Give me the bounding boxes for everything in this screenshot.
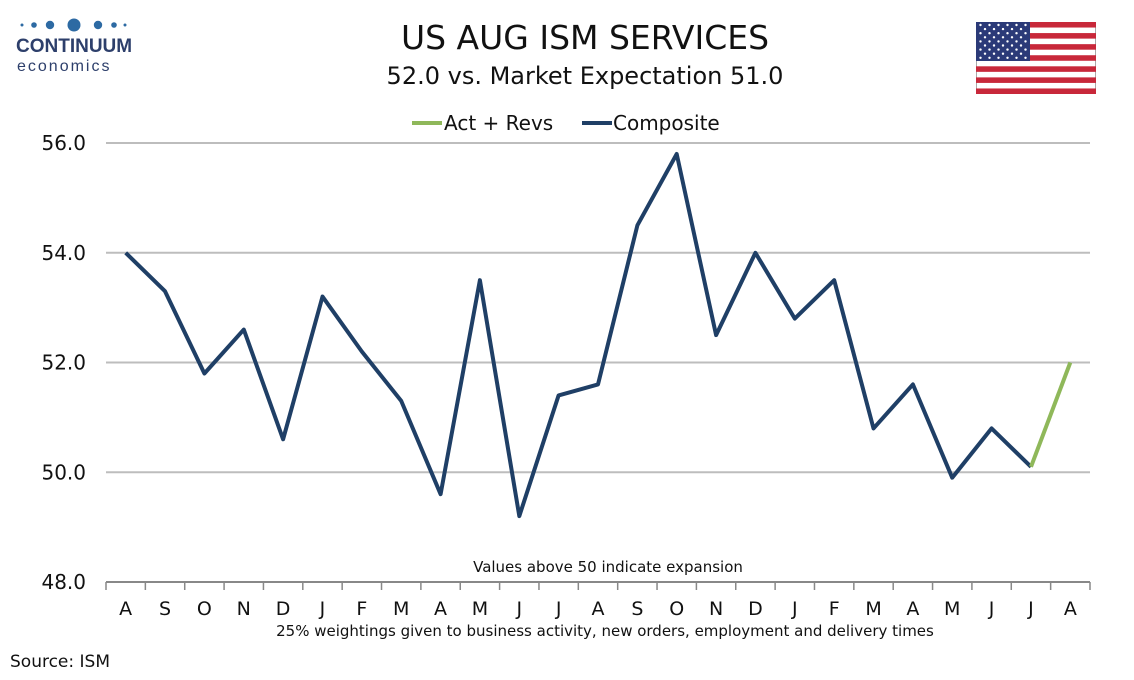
chart-title: US AUG ISM SERVICES xyxy=(400,18,770,57)
series-line-act-revs xyxy=(1029,361,1073,468)
legend-label-composite: Composite xyxy=(613,111,720,135)
us-flag-icon xyxy=(976,22,1096,94)
logo-dots-icon xyxy=(20,18,127,32)
x-tick-label: A xyxy=(906,598,919,620)
y-tick-label: 52.0 xyxy=(41,351,86,375)
x-tick-label: S xyxy=(631,598,643,620)
x-tick-label: M xyxy=(865,598,881,620)
annotation-expansion: Values above 50 indicate expansion xyxy=(473,558,743,576)
y-tick-label: 54.0 xyxy=(41,241,86,265)
logo-brand: CONTINUUM xyxy=(16,36,133,57)
x-tick-label: J xyxy=(988,598,995,620)
x-tick-label: F xyxy=(829,598,840,620)
legend-label-act-revs: Act + Revs xyxy=(444,111,553,135)
x-tick-label: J xyxy=(515,598,522,620)
x-tick-label: M xyxy=(393,598,409,620)
x-tick-label: J xyxy=(791,598,798,620)
x-tick-label: F xyxy=(356,598,367,620)
legend: Act + Revs Composite xyxy=(412,111,720,135)
x-tick-label: D xyxy=(748,598,763,620)
x-tick-label: O xyxy=(197,598,212,620)
logo-sub: economics xyxy=(17,58,112,75)
y-tick-labels: 48.0 50.0 52.0 54.0 56.0 xyxy=(41,131,86,594)
x-tick-label: D xyxy=(276,598,291,620)
x-tick-label: A xyxy=(119,598,132,620)
gridlines xyxy=(105,142,1091,590)
y-tick-label: 56.0 xyxy=(41,131,86,155)
series-line-composite xyxy=(124,152,1033,519)
y-tick-label: 48.0 xyxy=(41,570,86,594)
y-tick-label: 50.0 xyxy=(41,460,86,484)
x-tick-label: J xyxy=(319,598,326,620)
chart-subtitle: 52.0 vs. Market Expectation 51.0 xyxy=(386,62,784,90)
x-tick-label: N xyxy=(709,598,723,620)
x-tick-label: M xyxy=(944,598,960,620)
x-tick-label: A xyxy=(434,598,447,620)
x-tick-label: J xyxy=(555,598,562,620)
x-tick-label: M xyxy=(472,598,488,620)
x-tick-label: A xyxy=(592,598,605,620)
x-tick-label: S xyxy=(159,598,171,620)
series-lines xyxy=(124,152,1073,519)
x-tick-label: N xyxy=(237,598,251,620)
x-tick-label: A xyxy=(1064,598,1077,620)
x-tick-label: O xyxy=(669,598,684,620)
logo: CONTINUUM economics xyxy=(12,14,142,76)
x-tick-label: J xyxy=(1027,598,1034,620)
source-note: Source: ISM xyxy=(10,652,110,672)
x-axis-label: 25% weightings given to business activit… xyxy=(276,622,934,640)
